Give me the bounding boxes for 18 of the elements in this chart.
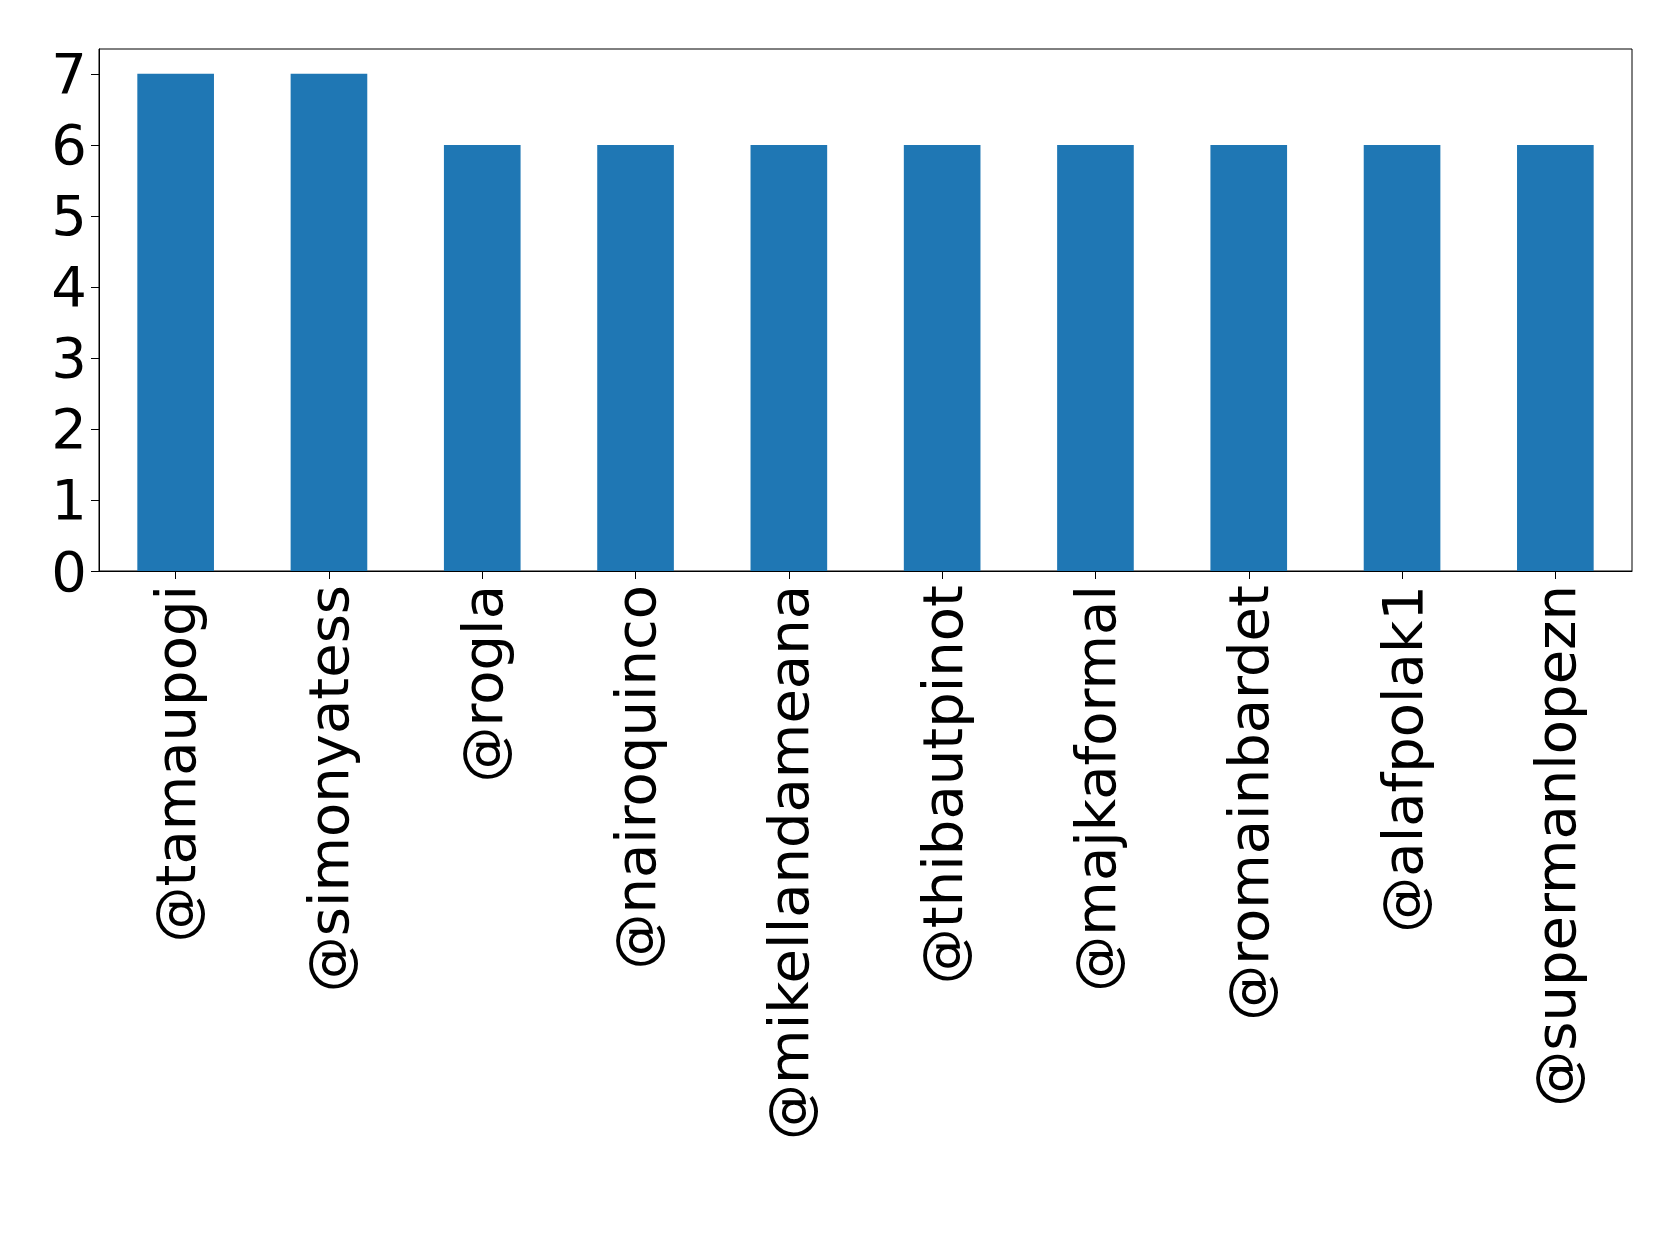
x-tick-label: @alafpolak1	[1369, 585, 1435, 933]
y-tick-label: 2	[51, 396, 87, 462]
y-tick-label: 6	[51, 112, 87, 178]
y-tick-label: 7	[51, 41, 87, 107]
x-tick-label: @tamaupogi	[143, 585, 209, 943]
x-tick-label: @majkaformal	[1062, 585, 1128, 992]
y-tick-label: 0	[51, 538, 87, 604]
y-tick-label: 5	[51, 183, 87, 249]
x-tick-label: @nairoquinco	[603, 585, 669, 970]
x-tick-label: @romainbardet	[1216, 585, 1282, 1021]
x-tick-label: @simonyatess	[296, 585, 362, 993]
x-tick-label: @mikellandameana	[756, 585, 822, 1140]
y-tick-label: 4	[51, 254, 87, 320]
x-tick-label: @supermanlopezn	[1522, 585, 1588, 1107]
y-tick-label: 1	[51, 467, 87, 533]
x-tick-label: @rogla	[449, 585, 515, 783]
x-tick-label: @thibautpinot	[909, 585, 975, 985]
y-tick-label: 3	[51, 325, 87, 391]
